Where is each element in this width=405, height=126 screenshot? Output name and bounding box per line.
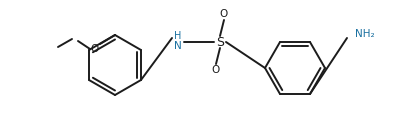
Text: O: O	[220, 9, 228, 19]
Text: O: O	[211, 65, 220, 75]
Text: N: N	[174, 41, 181, 51]
Text: NH₂: NH₂	[354, 29, 374, 39]
Text: H: H	[174, 31, 181, 41]
Text: O: O	[91, 44, 99, 54]
Text: S: S	[215, 36, 224, 49]
